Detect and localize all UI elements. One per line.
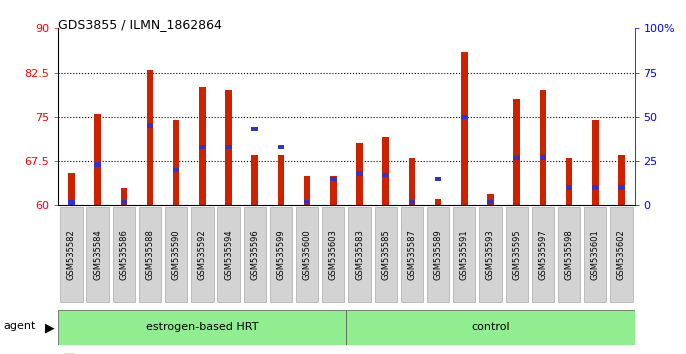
- Text: estrogen-based HRT: estrogen-based HRT: [146, 322, 259, 332]
- FancyBboxPatch shape: [401, 207, 423, 302]
- Bar: [592, 185, 598, 190]
- Text: GSM535597: GSM535597: [539, 229, 547, 280]
- Bar: [68, 200, 75, 205]
- Bar: [95, 114, 101, 205]
- Bar: [278, 155, 284, 205]
- Bar: [487, 194, 494, 205]
- Text: GSM535585: GSM535585: [381, 229, 390, 280]
- FancyBboxPatch shape: [270, 207, 292, 302]
- Bar: [199, 87, 206, 205]
- FancyBboxPatch shape: [165, 207, 187, 302]
- Text: GSM535582: GSM535582: [67, 229, 76, 280]
- Text: GSM535584: GSM535584: [93, 229, 102, 280]
- Bar: [461, 52, 468, 205]
- Bar: [95, 162, 101, 167]
- Bar: [147, 70, 153, 205]
- Bar: [566, 158, 572, 205]
- Text: GDS3855 / ILMN_1862864: GDS3855 / ILMN_1862864: [58, 18, 222, 31]
- Bar: [435, 199, 441, 205]
- FancyBboxPatch shape: [244, 207, 266, 302]
- FancyBboxPatch shape: [427, 207, 449, 302]
- Bar: [461, 115, 468, 119]
- Text: GSM535592: GSM535592: [198, 229, 207, 280]
- Bar: [225, 145, 232, 149]
- Text: GSM535598: GSM535598: [565, 229, 573, 280]
- Bar: [330, 177, 337, 181]
- Bar: [330, 176, 337, 205]
- Bar: [435, 177, 441, 181]
- Bar: [121, 188, 127, 205]
- Text: GSM535588: GSM535588: [145, 229, 154, 280]
- Text: GSM535587: GSM535587: [407, 229, 416, 280]
- FancyBboxPatch shape: [322, 207, 344, 302]
- Text: ▶: ▶: [45, 321, 55, 334]
- Text: GSM535594: GSM535594: [224, 229, 233, 280]
- Bar: [540, 155, 546, 160]
- Text: GSM535593: GSM535593: [486, 229, 495, 280]
- FancyBboxPatch shape: [480, 207, 501, 302]
- FancyBboxPatch shape: [611, 207, 632, 302]
- Text: GSM535590: GSM535590: [172, 229, 180, 280]
- Bar: [225, 90, 232, 205]
- FancyBboxPatch shape: [348, 207, 370, 302]
- FancyBboxPatch shape: [453, 207, 475, 302]
- Bar: [121, 200, 127, 204]
- Text: control: control: [471, 322, 510, 332]
- Bar: [199, 145, 206, 149]
- FancyBboxPatch shape: [60, 207, 82, 302]
- FancyBboxPatch shape: [86, 207, 108, 302]
- Text: GSM535599: GSM535599: [276, 229, 285, 280]
- Bar: [304, 200, 310, 204]
- Bar: [356, 171, 363, 176]
- Bar: [252, 155, 258, 205]
- Bar: [409, 200, 415, 204]
- Text: GSM535596: GSM535596: [250, 229, 259, 280]
- Text: GSM535583: GSM535583: [355, 229, 364, 280]
- Text: GSM535601: GSM535601: [591, 229, 600, 280]
- FancyBboxPatch shape: [113, 207, 135, 302]
- Text: agent: agent: [3, 321, 36, 331]
- FancyBboxPatch shape: [296, 207, 318, 302]
- FancyBboxPatch shape: [217, 207, 239, 302]
- Bar: [513, 155, 520, 160]
- Bar: [487, 200, 494, 204]
- Bar: [58, 310, 346, 345]
- Bar: [409, 158, 415, 205]
- Bar: [592, 120, 598, 205]
- Bar: [173, 120, 180, 205]
- FancyBboxPatch shape: [558, 207, 580, 302]
- Bar: [618, 155, 625, 205]
- FancyBboxPatch shape: [506, 207, 528, 302]
- Bar: [383, 173, 389, 177]
- FancyBboxPatch shape: [532, 207, 554, 302]
- Bar: [618, 185, 625, 190]
- Bar: [566, 185, 572, 190]
- Text: GSM535602: GSM535602: [617, 229, 626, 280]
- FancyBboxPatch shape: [139, 207, 161, 302]
- Text: GSM535589: GSM535589: [434, 229, 442, 280]
- Bar: [278, 145, 284, 149]
- Bar: [383, 137, 389, 205]
- FancyBboxPatch shape: [584, 207, 606, 302]
- Text: GSM535591: GSM535591: [460, 229, 469, 280]
- Text: GSM535586: GSM535586: [119, 229, 128, 280]
- FancyBboxPatch shape: [191, 207, 213, 302]
- Bar: [540, 90, 546, 205]
- Bar: [304, 176, 310, 205]
- Text: GSM535600: GSM535600: [303, 229, 311, 280]
- Bar: [147, 124, 153, 128]
- FancyBboxPatch shape: [375, 207, 397, 302]
- Text: GSM535595: GSM535595: [512, 229, 521, 280]
- Bar: [252, 127, 258, 131]
- Bar: [346, 310, 635, 345]
- Bar: [68, 173, 75, 205]
- Bar: [356, 143, 363, 205]
- Bar: [173, 168, 180, 172]
- Text: GSM535603: GSM535603: [329, 229, 338, 280]
- Bar: [513, 99, 520, 205]
